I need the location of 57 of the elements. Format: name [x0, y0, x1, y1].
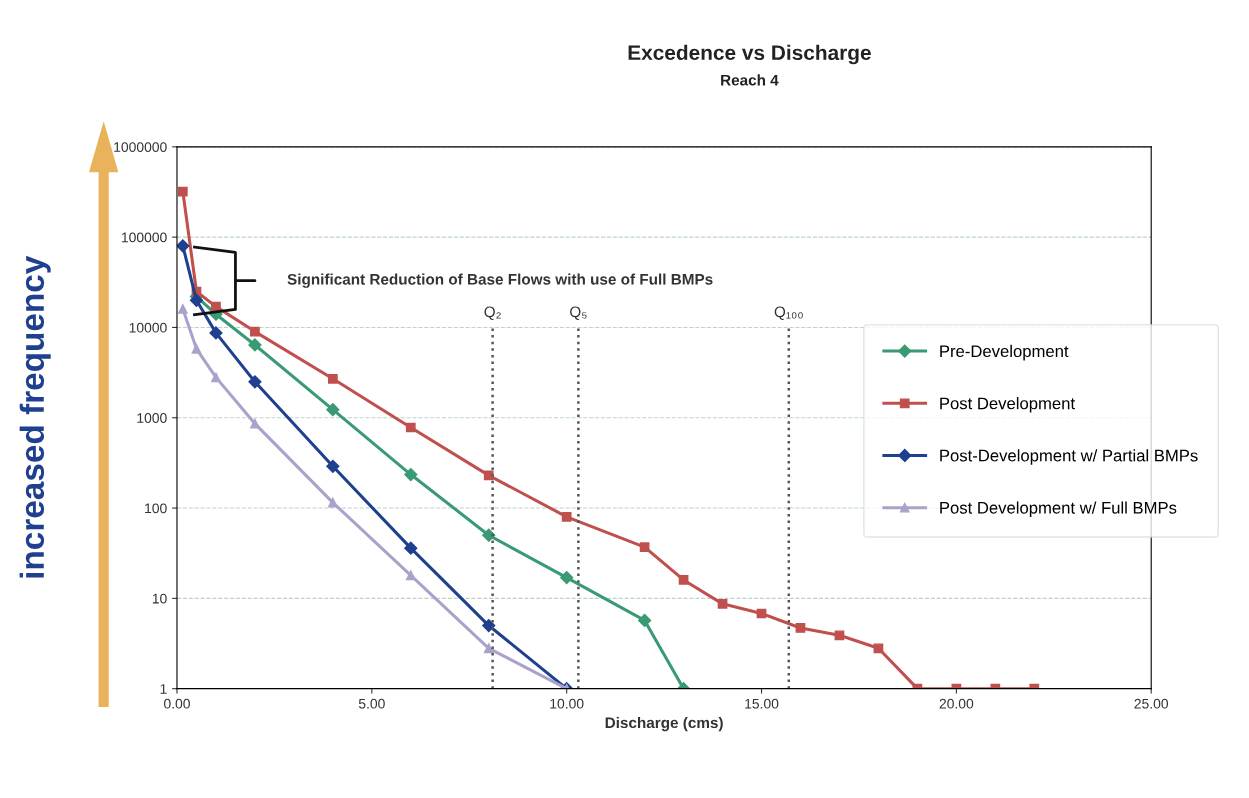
y-tick-label: 10 [152, 593, 167, 604]
x-tick-label: 20.00 [939, 698, 974, 709]
point [678, 575, 689, 585]
point [482, 618, 496, 633]
point [639, 542, 650, 552]
y-tick-label: 100000 [121, 232, 167, 243]
point [327, 373, 338, 384]
point [638, 613, 652, 628]
ref-line-label: Q₁₀₀ [774, 306, 803, 321]
point [405, 570, 416, 581]
point [560, 570, 574, 585]
legend-label: Pre-Development [940, 344, 1069, 361]
point [209, 326, 223, 340]
point [717, 598, 728, 609]
chart-title: Excedence vs Discharge [628, 44, 871, 65]
point [482, 528, 496, 542]
point [211, 301, 221, 312]
y-tick-label: 1000000 [114, 142, 167, 152]
point [795, 623, 806, 633]
point [176, 239, 190, 253]
x-tick-label: 10.00 [550, 698, 584, 709]
point [191, 343, 202, 354]
point [561, 511, 572, 522]
ref-line-label: Q₂ [484, 306, 501, 321]
point [834, 630, 845, 641]
point [873, 643, 884, 654]
point [326, 403, 340, 417]
point [250, 418, 260, 429]
ref-line-label: Q₅ [570, 306, 587, 321]
point [404, 541, 418, 555]
legend-label: Post Development w/ Full BMPs [940, 501, 1177, 517]
point [327, 497, 338, 508]
point [211, 372, 221, 383]
point [248, 338, 262, 352]
x-tick-label: 25.00 [1134, 698, 1169, 709]
legend-label: Post-Development w/ Partial BMPs [940, 449, 1198, 465]
y-axis-title: increased frequency [19, 255, 51, 578]
y-tick-label: 1 [160, 684, 167, 694]
point [189, 293, 204, 307]
annotation: Significant Reduction of Base Flows with use of Full BMPs [287, 273, 713, 288]
y-tick-label: 100 [145, 503, 167, 514]
x-tick-label: 5.00 [358, 698, 385, 709]
x-axis-title: Discharge (cms) [605, 716, 723, 732]
x-tick-label: 0.00 [164, 698, 190, 709]
point [483, 643, 494, 654]
point [404, 467, 418, 482]
chart-subtitle: Reach 4 [721, 74, 779, 86]
point [250, 326, 260, 337]
y-tick-label: 10000 [129, 322, 167, 333]
point [405, 422, 416, 433]
x-tick-label: 15.00 [745, 698, 779, 709]
point [177, 304, 188, 314]
point [326, 459, 340, 473]
point [177, 186, 188, 197]
y-tick-label: 1000 [137, 413, 167, 423]
point [248, 375, 262, 389]
legend-label: Post Development [940, 397, 1075, 413]
